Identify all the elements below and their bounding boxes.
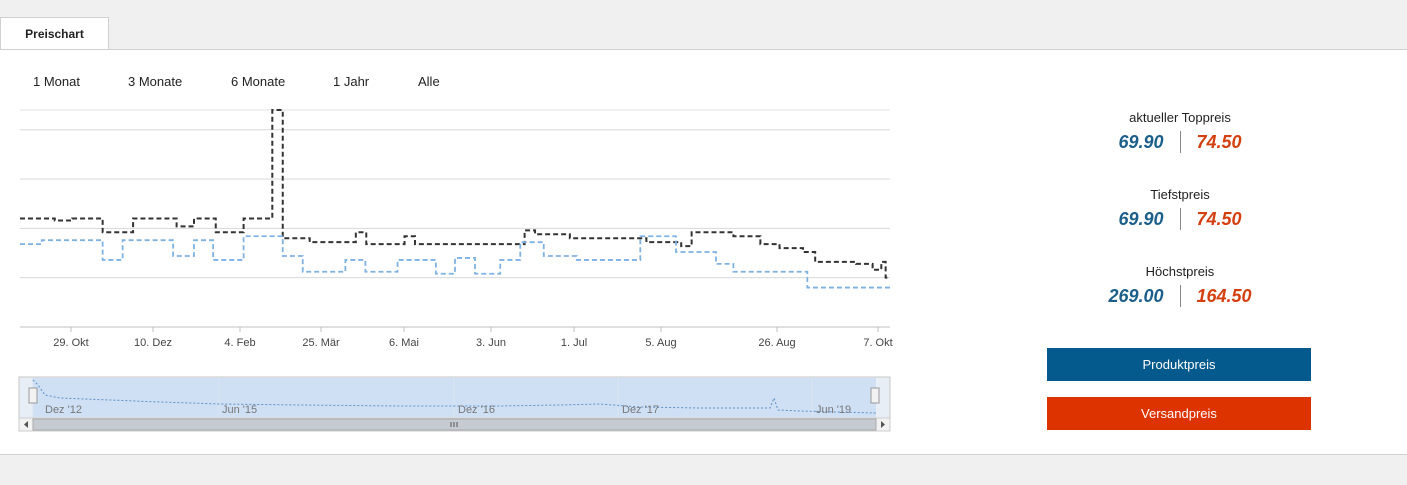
x-tick-label: 10. Dez [134,337,172,349]
range-1-jahr-button[interactable]: 1 Jahr [333,74,370,89]
stat-lowest-price: Tiefstpreis 69.90 74.50 [1050,187,1310,230]
range-3-monate-button[interactable]: 3 Monate [128,74,183,89]
x-tick-label: 3. Jun [476,337,506,349]
stat-label: Höchstpreis [1145,264,1215,279]
navigator-handle[interactable] [870,387,880,404]
x-tick-label: 1. Jul [561,337,587,349]
tab-preischart[interactable]: Preischart [0,17,109,50]
x-axis-labels: 29. Okt 10. Dez 4. Feb 25. Mär 6. Mai 3. Jun 1… [53,327,893,349]
navigator-handle[interactable] [28,387,38,404]
stat-current-top-price: aktueller Toppreis 69.90 74.50 [1050,110,1310,153]
stat-label: Tiefstpreis [1150,187,1210,202]
navigator[interactable]: Dez '12 Jun '15 Dez '16 Dez '17 Jun '19 [18,376,891,432]
navigator-label: Dez '12 [45,404,82,416]
x-tick-label: 4. Feb [224,337,255,349]
range-alle-button[interactable]: Alle [418,74,440,89]
x-tick-label: 29. Okt [53,337,88,349]
range-1-monat-button[interactable]: 1 Monat [33,74,80,89]
separator [1179,131,1181,153]
product-price-value: 69.90 [1118,208,1164,229]
series-line-dark [20,109,890,279]
navigator-label: Jun '19 [816,404,851,416]
shipping-price-value: 164.50 [1196,285,1252,306]
product-price-value: 69.90 [1118,131,1164,152]
x-tick-label: 5. Aug [645,337,676,349]
stat-values: 69.90 74.50 [1050,208,1310,230]
x-tick-label: 7. Okt [863,337,892,349]
product-price-value: 269.00 [1108,285,1164,306]
scroll-right-arrow-icon[interactable] [881,421,885,428]
shipping-price-value: 74.50 [1196,131,1242,152]
x-tick-label: 6. Mai [389,337,419,349]
scroll-left-arrow-icon[interactable] [24,421,28,428]
shipping-price-button[interactable]: Versandpreis [1047,397,1311,430]
tab-bar: Preischart [0,0,1407,50]
series-line-light [20,235,890,289]
chart-grid [20,109,890,328]
stat-label: aktueller Toppreis [1129,110,1231,125]
separator [1179,208,1181,230]
product-price-button[interactable]: Produktpreis [1047,348,1311,381]
stat-values: 69.90 74.50 [1050,131,1310,153]
navigator-label: Dez '17 [622,404,659,416]
chart-series [20,109,890,289]
navigator-label: Dez '16 [458,404,495,416]
stat-values: 269.00 164.50 [1050,285,1310,307]
x-tick-label: 26. Aug [758,337,795,349]
separator [1179,285,1181,307]
shipping-price-value: 74.50 [1196,208,1242,229]
range-6-monate-button[interactable]: 6 Monate [231,74,286,89]
stat-highest-price: Höchstpreis 269.00 164.50 [1050,264,1310,307]
x-tick-label: 25. Mär [302,337,340,349]
navigator-label: Jun '15 [222,404,257,416]
